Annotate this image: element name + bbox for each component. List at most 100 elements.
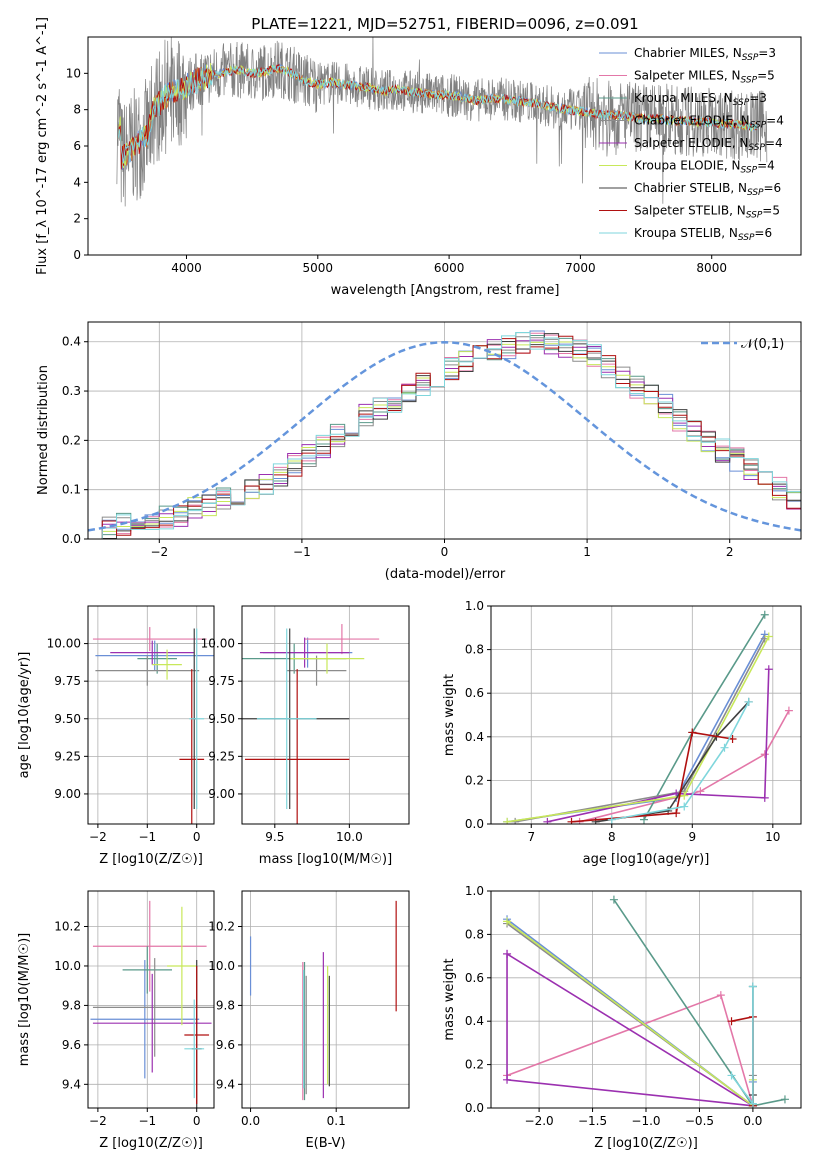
y-tick-label: 0.4: [465, 1014, 484, 1028]
series-point-marker: [503, 949, 512, 958]
series-point-marker: [607, 815, 616, 824]
x-tick-label: −2: [89, 1114, 107, 1128]
y-axis-label: age [log10(age/yr)]: [17, 652, 32, 779]
legend-label: Chabrier STELIB, NSSP=6: [634, 181, 781, 198]
x-tick-label: 0.1: [327, 1114, 346, 1128]
plot-area: [249, 900, 397, 1101]
x-tick-label: −1: [138, 1114, 156, 1128]
data-spectrum-line: [116, 37, 768, 207]
series-point-marker: [748, 982, 757, 991]
legend-label: Salpeter ELODIE, NSSP=4: [634, 136, 783, 153]
x-tick-label: 9: [688, 830, 696, 844]
y-tick-label: 0.4: [62, 335, 81, 349]
model-spectrum-line: [117, 64, 758, 164]
series-point-marker: [503, 817, 512, 824]
y-tick-label: 0.2: [465, 1058, 484, 1072]
y-tick-label: 9.4: [216, 1077, 235, 1091]
x-tick-label: 8000: [696, 261, 727, 275]
y-axis-label: Normed distribution: [36, 365, 51, 495]
chart-mass-vs-EBV: E(B-V) 0.0 0.1 9.4 9.6 9.8 10.0 10.2: [208, 890, 410, 1151]
plot-area: [92, 627, 214, 824]
axes-frame: [87, 605, 215, 825]
x-tick-label: 1: [583, 545, 591, 559]
x-axis-label: age [log10(age/yr)]: [583, 852, 710, 867]
series-point-marker: [543, 817, 552, 824]
x-tick-label: 9.5: [265, 830, 284, 844]
y-tick-label: 9.6: [62, 1038, 81, 1052]
chart-massweight-vs-Z: Z [log10(Z/Z☉)] mass weight −2.0 −1.5 −1.0 −0…: [442, 884, 802, 1151]
x-tick-label: −1.5: [578, 1114, 607, 1128]
y-tick-label: 9.4: [62, 1077, 81, 1091]
series-point-marker: [716, 991, 725, 1000]
y-tick-label: 0.3: [62, 384, 81, 398]
y-tick-label: 9.00: [208, 787, 235, 801]
chart-residuals: 𝒩(0,1) (data-model)/error Normed distribut…: [36, 321, 802, 582]
y-tick-label: 9.00: [54, 787, 81, 801]
y-tick-label: 10: [66, 66, 81, 80]
series-point-marker: [503, 917, 512, 926]
legend-label: Kroupa ELODIE, NSSP=4: [634, 159, 775, 176]
series-point-marker: [727, 1071, 736, 1080]
series-point-marker: [639, 815, 648, 824]
series-point-marker: [784, 706, 793, 715]
figure-title: PLATE=1221, MJD=52751, FIBERID=0096, z=0…: [251, 15, 638, 33]
series-line: [506, 953, 754, 1107]
x-tick-label: 0: [193, 1114, 201, 1128]
x-axis-label: wavelength [Angstrom, rest frame]: [331, 283, 560, 298]
chart-spectrum: Chabrier MILES, NSSP=3 Salpeter MILES, NS…: [35, 17, 802, 298]
plot-area: [242, 624, 380, 824]
y-tick-label: 0.4: [465, 730, 484, 744]
x-axis-label: Z [log10(Z/Z☉)]: [99, 852, 203, 867]
y-tick-label: 10.2: [54, 920, 81, 934]
histogram-step-line: [88, 335, 801, 539]
series-point-marker: [680, 791, 689, 800]
x-tick-label: 0: [193, 830, 201, 844]
x-tick-label: 2: [726, 545, 734, 559]
axes-frame: [241, 890, 410, 1109]
legend: Chabrier MILES, NSSP=3 Salpeter MILES, NS…: [599, 46, 784, 243]
x-tick-label: 7: [527, 830, 535, 844]
y-axis-label: mass weight: [442, 674, 457, 756]
plot-area: [116, 37, 768, 207]
x-axis-label: E(B-V): [305, 1136, 345, 1151]
histogram-step-line: [88, 333, 801, 539]
x-axis-label: mass [log10(M/M☉)]: [259, 852, 392, 867]
y-tick-label: 8: [73, 103, 81, 117]
legend-label: Chabrier ELODIE, NSSP=4: [634, 114, 784, 131]
chart-massweight-vs-age: age [log10(age/yr)] mass weight 7 8 9 10 0.0 0.…: [442, 599, 802, 867]
series-line: [579, 710, 790, 823]
series-point-marker: [744, 697, 753, 706]
y-tick-label: 0.6: [465, 686, 484, 700]
x-tick-label: 10.0: [336, 830, 363, 844]
series-line: [547, 669, 770, 823]
y-tick-label: 6: [73, 139, 81, 153]
series-point-marker: [672, 809, 681, 818]
series-point-marker: [760, 610, 769, 619]
y-tick-label: 1.0: [465, 884, 484, 898]
series-point-marker: [727, 1017, 736, 1026]
y-tick-label: 9.25: [54, 749, 81, 763]
x-tick-label: 0.0: [241, 1114, 260, 1128]
y-tick-label: 1.0: [465, 599, 484, 613]
x-tick-label: 4000: [171, 261, 202, 275]
y-tick-label: 10.0: [54, 959, 81, 973]
x-tick-label: −0.5: [685, 1114, 714, 1128]
legend-label: Kroupa STELIB, NSSP=6: [634, 226, 772, 243]
series-point-marker: [680, 802, 689, 811]
x-tick-label: −1: [138, 830, 156, 844]
y-tick-label: 0.0: [465, 1101, 484, 1115]
legend-label: Salpeter STELIB, NSSP=5: [634, 204, 780, 221]
series-point-marker: [503, 1075, 512, 1084]
y-tick-label: 0.8: [465, 643, 484, 657]
y-tick-label: 4: [73, 175, 81, 189]
y-tick-label: 9.50: [54, 712, 81, 726]
y-tick-label: 9.75: [208, 674, 235, 688]
x-tick-label: 8: [608, 830, 616, 844]
x-axis-label: (data-model)/error: [385, 567, 506, 582]
axes-frame: [490, 605, 802, 825]
histogram-step-line: [88, 341, 801, 539]
x-tick-label: −1.0: [631, 1114, 660, 1128]
chart-age-vs-Z: Z [log10(Z/Z☉)] age [log10(age/yr)] −2 −1 0 9…: [17, 605, 215, 867]
normal-curve-line: [88, 340, 801, 532]
series-point-marker: [760, 793, 769, 802]
